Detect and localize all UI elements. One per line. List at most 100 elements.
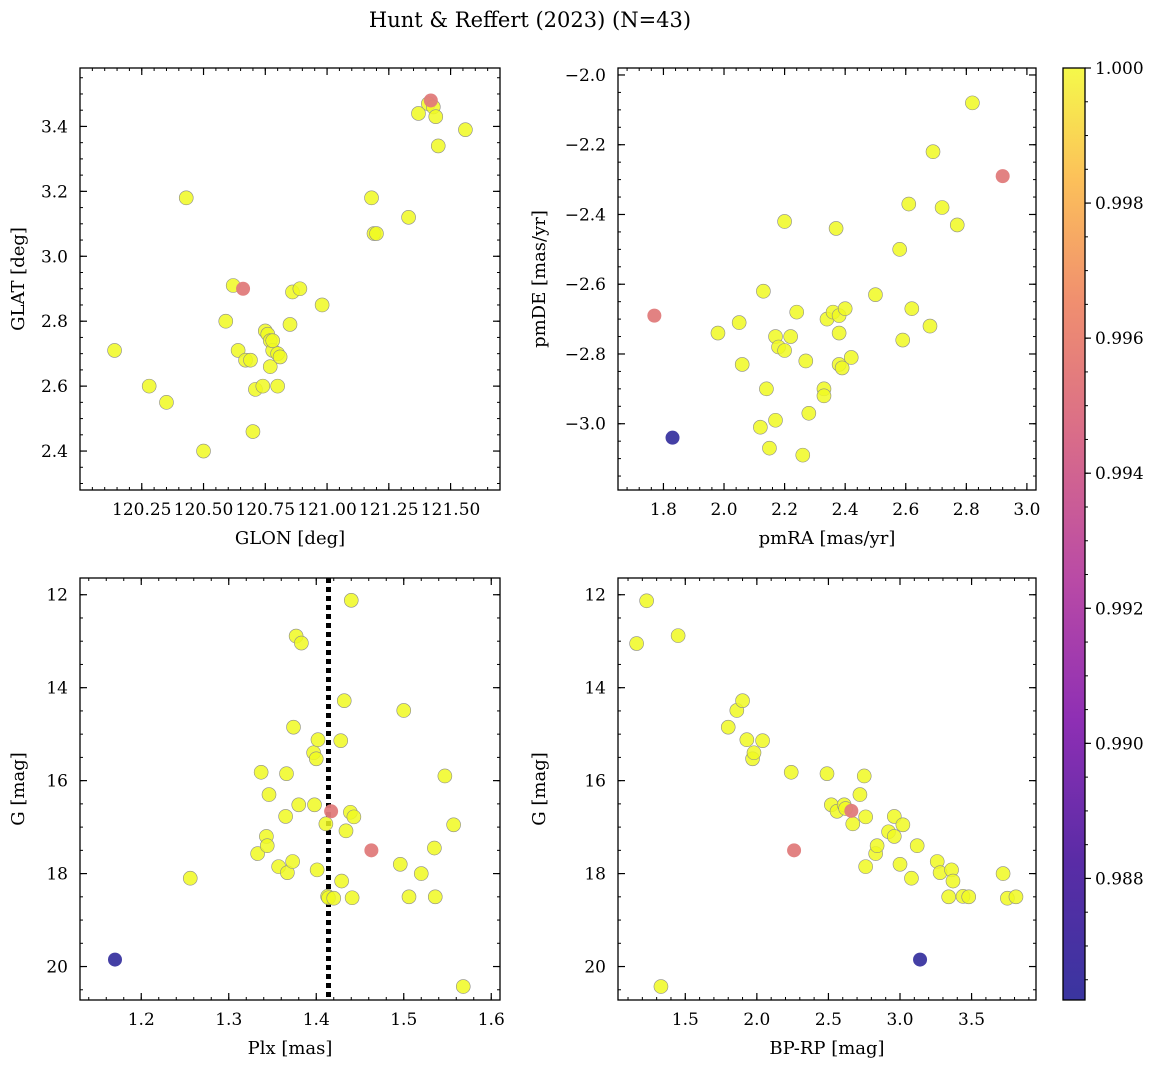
- data-point: [333, 733, 349, 748]
- data-point: [735, 693, 750, 708]
- data-point: [739, 732, 755, 748]
- y-tick-label: 18: [584, 865, 606, 885]
- x-tick-label: 2.8: [953, 500, 980, 520]
- data-point: [270, 378, 285, 394]
- data-point: [904, 301, 920, 316]
- data-point: [259, 838, 275, 854]
- data-point: [338, 823, 354, 839]
- data-point: [261, 787, 277, 802]
- x-tick-label: 1.6: [478, 1010, 505, 1030]
- data-point: [892, 242, 907, 257]
- colorbar-tick-label: 0.992: [1095, 599, 1144, 619]
- data-point: [423, 93, 438, 108]
- data-point: [401, 210, 416, 225]
- y-tick-label: 3.2: [41, 182, 68, 202]
- data-point: [856, 768, 872, 784]
- x-tick-label: 3.5: [958, 1010, 985, 1030]
- scatter-panel-2: 1.8 2.0 2.2 2.4 2.6 2.8 3.0 −3.0 −2.8 −2.6 −2.4 −2.…: [529, 66, 1040, 549]
- data-point: [901, 196, 917, 212]
- data-point: [253, 764, 269, 780]
- data-point: [895, 817, 911, 833]
- data-point: [455, 979, 471, 994]
- plot-frame: [79, 577, 501, 1001]
- data-point: [777, 343, 792, 358]
- data-point: [446, 817, 461, 833]
- data-point: [344, 890, 360, 906]
- data-point: [285, 854, 300, 869]
- y-tick-label: −2.6: [565, 275, 606, 295]
- data-point: [107, 343, 122, 358]
- data-point: [819, 766, 835, 781]
- y-axis-label: G [mag]: [529, 752, 550, 825]
- data-point: [665, 430, 680, 445]
- x-tick-label: 3.0: [886, 1010, 913, 1030]
- data-point: [458, 122, 473, 137]
- y-tick-label: 16: [584, 772, 606, 792]
- data-point: [392, 856, 408, 872]
- data-point: [909, 838, 925, 854]
- x-tick-label: 120.50: [174, 500, 233, 520]
- x-tick-label: 121.00: [297, 500, 356, 520]
- data-point: [309, 862, 325, 878]
- data-point: [286, 719, 301, 735]
- data-point: [965, 95, 980, 111]
- y-tick-label: −2.0: [565, 66, 606, 86]
- data-point: [307, 797, 322, 813]
- x-tick-label: 121.25: [359, 500, 418, 520]
- data-point: [159, 395, 174, 410]
- x-tick-label: 120.75: [236, 500, 295, 520]
- y-tick-label: −3.0: [565, 415, 606, 435]
- data-point: [834, 360, 850, 376]
- x-axis-label: BP-RP [mag]: [769, 1038, 884, 1059]
- data-point: [279, 766, 294, 781]
- y-tick-label: 14: [46, 679, 68, 699]
- data-point: [364, 843, 379, 858]
- data-point: [949, 217, 965, 233]
- y-tick-label: 18: [46, 865, 68, 885]
- data-point: [746, 745, 762, 761]
- x-axis-label: GLON [deg]: [235, 528, 345, 549]
- data-point: [783, 764, 799, 780]
- data-point: [265, 333, 281, 348]
- y-tick-label: 2.6: [41, 377, 68, 397]
- colorbar-tick-label: 0.996: [1095, 329, 1144, 349]
- data-point: [629, 636, 644, 651]
- data-point: [837, 301, 853, 316]
- x-tick-label: 1.5: [672, 1010, 699, 1030]
- data-point: [844, 803, 859, 818]
- scatter-panel-4: 1.5 2.0 2.5 3.0 3.5 12 14 16 18 20 BP-RP [mag] G [m…: [529, 577, 1037, 1059]
- data-point: [334, 873, 349, 889]
- data-point: [755, 733, 770, 748]
- data-point: [710, 325, 726, 341]
- data-point: [178, 190, 194, 206]
- data-point: [343, 593, 359, 608]
- data-point: [852, 787, 868, 802]
- data-point: [913, 952, 928, 967]
- data-point: [141, 378, 157, 394]
- data-point: [777, 214, 792, 229]
- x-tick-label: 2.0: [710, 500, 737, 520]
- scatter-panel-1: 120.25 120.50 120.75 121.00 121.25 121.50 2.4 2…: [8, 67, 501, 549]
- data-point: [255, 378, 271, 394]
- data-point: [250, 846, 265, 861]
- colorbar-tick-label: 1.000: [1095, 59, 1144, 79]
- data-point: [756, 283, 771, 299]
- x-tick-label: 121.50: [421, 500, 480, 520]
- data-point: [282, 317, 298, 332]
- x-tick-label: 1.5: [390, 1010, 417, 1030]
- data-point: [995, 169, 1010, 184]
- data-point: [789, 304, 805, 320]
- data-point: [218, 313, 234, 329]
- data-point: [427, 840, 442, 856]
- x-tick-label: 1.4: [303, 1010, 330, 1030]
- data-point: [230, 343, 246, 358]
- x-tick-label: 2.6: [892, 500, 919, 520]
- data-point: [868, 287, 883, 302]
- x-tick-label: 3.0: [1013, 500, 1040, 520]
- data-point: [798, 353, 814, 369]
- y-tick-label: −2.8: [565, 345, 606, 365]
- data-point: [783, 329, 798, 344]
- data-point: [941, 889, 956, 905]
- data-point: [291, 797, 307, 813]
